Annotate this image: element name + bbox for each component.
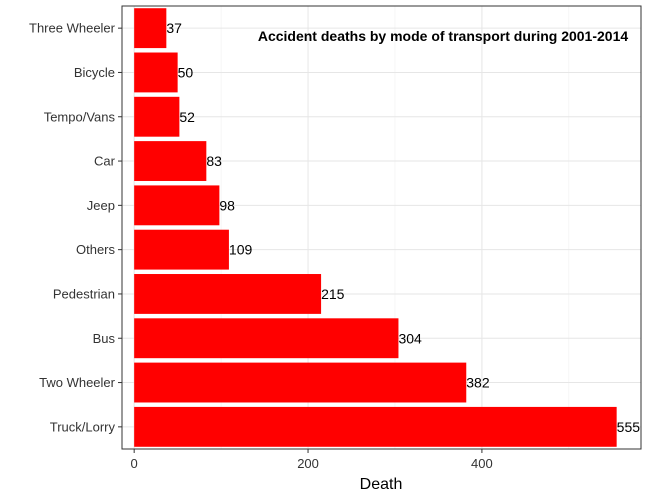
bar: [134, 141, 207, 181]
y-tick-label: Two Wheeler: [39, 375, 116, 390]
chart-title: Accident deaths by mode of transport dur…: [258, 28, 629, 44]
bar: [134, 185, 220, 226]
bar: [134, 229, 229, 270]
bar-value-label: 555: [617, 419, 641, 435]
y-tick-label: Pedestrian: [53, 286, 115, 301]
bar: [134, 52, 178, 93]
bar: [134, 318, 399, 359]
bar-value-label: 52: [179, 109, 195, 125]
bar-value-label: 50: [178, 64, 194, 80]
x-axis-ticks: 0 200 400: [131, 449, 493, 471]
y-tick-label: Truck/Lorry: [50, 419, 116, 434]
plot-panel-border: [121, 5, 642, 450]
x-tick-label: 400: [471, 456, 493, 471]
bar-value-labels: 37 50 52 83 98 109 215 304 382 555: [166, 20, 640, 435]
bar-value-label: 98: [219, 197, 235, 213]
y-tick-label: Tempo/Vans: [44, 109, 116, 124]
x-tick-label: 0: [131, 456, 138, 471]
bar: [134, 274, 322, 314]
bar: [134, 406, 617, 447]
bar: [134, 96, 180, 137]
y-tick-label: Car: [94, 154, 116, 169]
bar: [134, 362, 467, 403]
bar-value-label: 109: [229, 242, 253, 258]
y-axis-ticks: Three Wheeler Bicycle Tempo/Vans Car Jeep Oth…: [29, 21, 122, 434]
bar-value-label: 382: [466, 375, 490, 391]
bars: [134, 8, 617, 447]
y-tick-label: Others: [76, 242, 116, 257]
x-axis-title: Death: [360, 476, 403, 493]
bar: [134, 8, 167, 49]
bar-value-label: 215: [321, 286, 345, 302]
bar-value-label: 37: [166, 20, 182, 36]
x-tick-label: 200: [297, 456, 319, 471]
bar-value-label: 83: [206, 153, 222, 169]
y-tick-label: Jeep: [87, 198, 115, 213]
bar-value-label: 304: [398, 330, 422, 346]
y-tick-label: Bicycle: [74, 65, 115, 80]
y-tick-label: Three Wheeler: [29, 21, 116, 36]
y-tick-label: Bus: [93, 331, 116, 346]
